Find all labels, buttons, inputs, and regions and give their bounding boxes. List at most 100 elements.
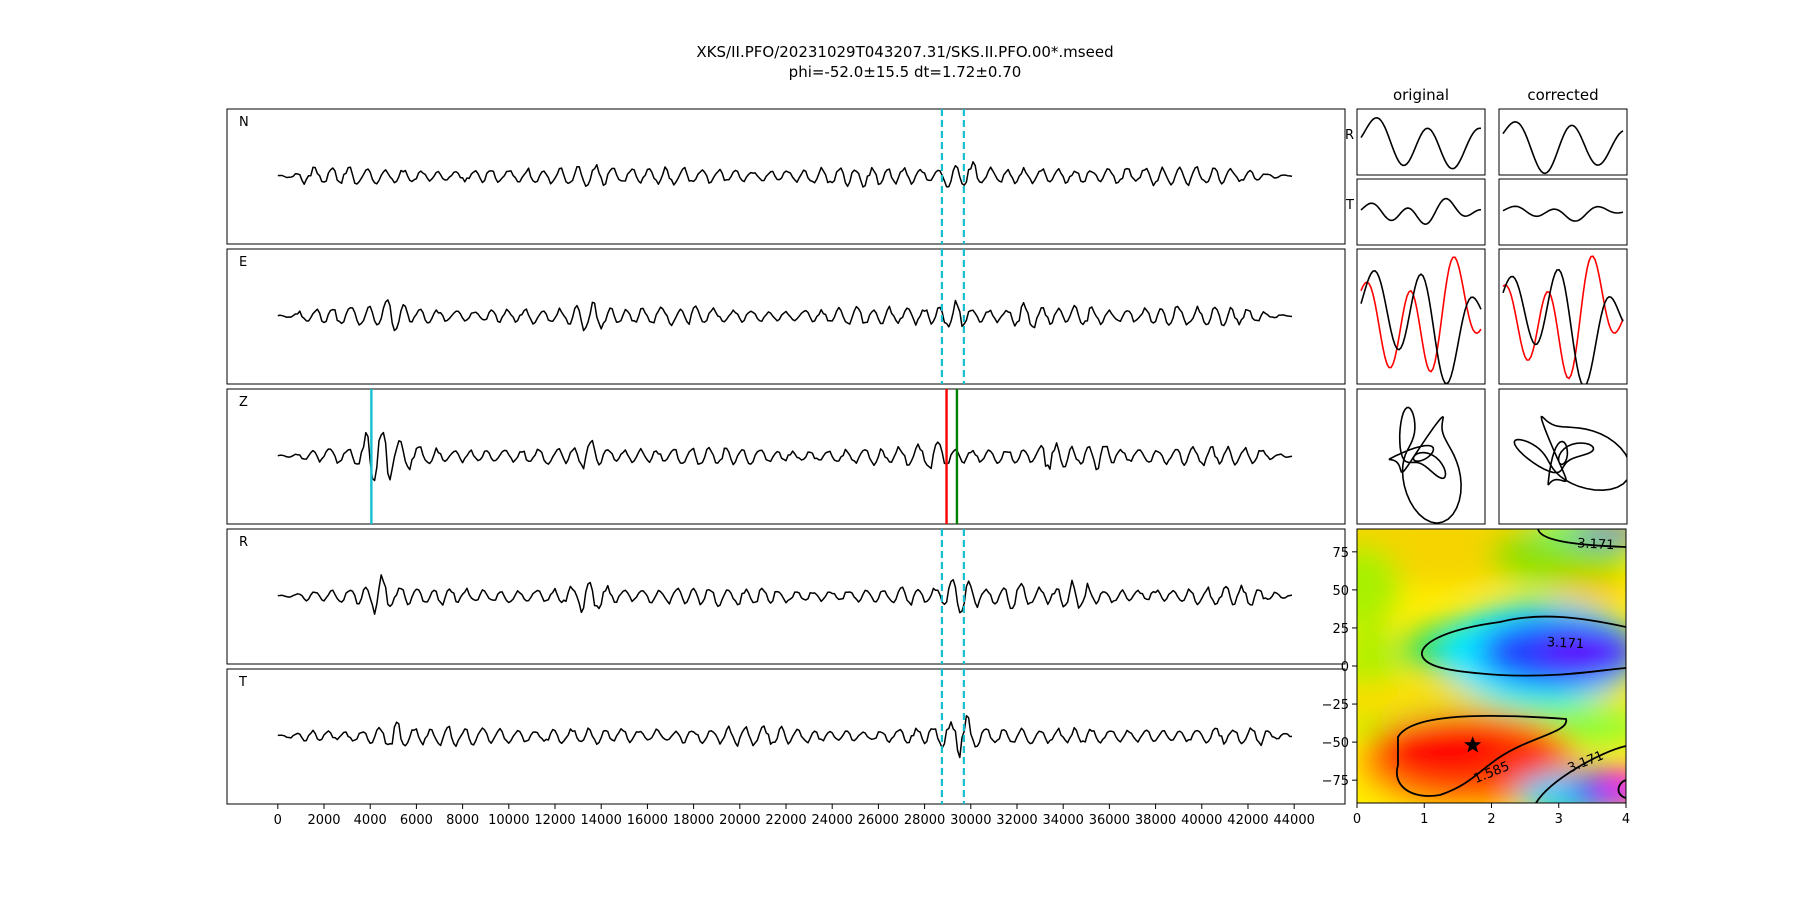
x-tick-label: 20000 — [719, 813, 760, 828]
contour-label: 3.171 — [1546, 635, 1584, 652]
waveform-panel-label: Z — [239, 395, 248, 410]
waveform-panel-label: R — [239, 535, 248, 550]
waveform-panel-r: R — [226, 528, 1346, 665]
contour-3171-corner — [1617, 779, 1626, 799]
waveform-trace — [277, 714, 1293, 759]
title-line-2: phi=-52.0±15.5 dt=1.72±0.70 — [789, 63, 1022, 81]
heatmap-x-tick-label: 2 — [1487, 812, 1495, 827]
column-title-original: original — [1393, 86, 1449, 104]
waveform-panel-label: N — [239, 115, 249, 130]
small-panel-background — [1357, 179, 1485, 245]
particle-motion-curve — [1513, 415, 1627, 492]
x-tick-label: 30000 — [950, 813, 991, 828]
heatmap-x-tick-label: 1 — [1420, 812, 1428, 827]
waveform-trace — [277, 574, 1293, 615]
small-panel-orig-t — [1356, 178, 1486, 246]
heatmap-x-tick-label: 0 — [1353, 812, 1361, 827]
waveform-trace — [277, 431, 1293, 482]
waveform-panel-z: Z — [226, 388, 1346, 525]
x-tick-label: 38000 — [1135, 813, 1176, 828]
heatmap-y-tick-label: −50 — [1322, 736, 1349, 751]
contour-3171-middle — [1421, 615, 1626, 677]
slow-component-waveform — [1360, 269, 1482, 384]
x-tick-label: 10000 — [488, 813, 529, 828]
heatmap-y-tick-label: −75 — [1322, 774, 1349, 789]
waveform-panel-frame — [226, 388, 1346, 525]
transverse-waveform — [1360, 197, 1482, 226]
heatmap-y-tick-label: 25 — [1332, 622, 1349, 637]
particle-motion-panels — [1356, 108, 1628, 525]
x-tick-label: 12000 — [534, 813, 575, 828]
small-panel-frame — [1498, 108, 1628, 176]
waveform-panels: N E Z R T 0 2000 4000 6000 8000 10000 12000 14000 160… — [226, 108, 1346, 828]
best-fit-star-marker — [1464, 736, 1482, 753]
transverse-waveform — [1502, 205, 1624, 222]
contour-1585 — [1395, 714, 1567, 797]
small-panel-orig-pm — [1356, 388, 1486, 525]
heatmap-y-tick-label: 75 — [1332, 546, 1349, 561]
x-tick-label: 14000 — [581, 813, 622, 828]
x-tick-label: 26000 — [858, 813, 899, 828]
small-panel-corr-r — [1498, 108, 1628, 176]
waveform-panel-label: E — [239, 255, 247, 270]
heatmap-x-tick-label: 4 — [1622, 812, 1630, 827]
waveform-panel-n: N — [226, 108, 1346, 245]
small-panel-background — [1357, 109, 1485, 175]
contour-3171-top — [1537, 529, 1626, 548]
row-label-t: T — [1345, 198, 1354, 213]
x-tick-label: 34000 — [1043, 813, 1084, 828]
waveform-panel-frame — [226, 108, 1346, 245]
x-tick-label: 28000 — [904, 813, 945, 828]
x-tick-label: 22000 — [765, 813, 806, 828]
small-panel-background — [1357, 389, 1485, 524]
heatmap-x-tick-label: 3 — [1555, 812, 1563, 827]
small-panel-orig-ov — [1356, 248, 1486, 385]
x-tick-label: 40000 — [1181, 813, 1222, 828]
x-tick-label: 2000 — [307, 813, 340, 828]
small-panel-frame — [1356, 108, 1486, 176]
small-panel-frame — [1356, 248, 1486, 385]
small-panel-background — [1499, 109, 1627, 175]
column-title-corrected: corrected — [1527, 86, 1598, 104]
heatmap-fill — [1357, 529, 1626, 803]
particle-motion-curve — [1388, 406, 1462, 524]
small-panel-orig-r — [1356, 108, 1486, 176]
x-tick-label: 16000 — [627, 813, 668, 828]
waveform-trace — [277, 161, 1293, 188]
small-panel-corr-t — [1498, 178, 1628, 246]
x-tick-label: 0 — [274, 813, 282, 828]
small-panel-corr-pm — [1498, 388, 1628, 525]
title-line-1: XKS/II.PFO/20231029T043207.31/SKS.II.PFO… — [696, 43, 1113, 61]
x-axis: 0 2000 4000 6000 8000 10000 12000 14000 16000 180… — [274, 804, 1315, 828]
x-tick-label: 32000 — [996, 813, 1037, 828]
x-tick-label: 4000 — [354, 813, 387, 828]
waveform-panel-label: T — [238, 675, 247, 690]
waveform-trace — [277, 299, 1293, 332]
fast-component-waveform — [1502, 255, 1624, 380]
slow-component-waveform — [1502, 268, 1624, 384]
heatmap-y-tick-label: −25 — [1322, 698, 1349, 713]
x-tick-label: 36000 — [1089, 813, 1130, 828]
waveform-panel-frame — [226, 248, 1346, 385]
waveform-panel-t: T — [226, 668, 1346, 805]
small-panel-frame — [1498, 388, 1628, 525]
waveform-panel-frame — [226, 528, 1346, 665]
small-panel-frame — [1356, 388, 1486, 525]
small-panel-corr-ov — [1498, 248, 1628, 385]
contour-3171-bottom — [1535, 745, 1626, 803]
small-panel-frame — [1498, 248, 1628, 385]
small-panel-background — [1499, 389, 1627, 524]
small-panel-frame — [1356, 178, 1486, 246]
radial-waveform — [1502, 120, 1624, 175]
row-label-r: R — [1345, 128, 1354, 143]
heatmap-y-tick-label: 0 — [1341, 660, 1349, 675]
x-tick-label: 42000 — [1227, 813, 1268, 828]
heatmap-y-tick-label: 50 — [1332, 584, 1349, 599]
x-tick-label: 18000 — [673, 813, 714, 828]
fast-component-waveform — [1360, 256, 1482, 373]
small-panel-background — [1499, 179, 1627, 245]
small-panel-frame — [1498, 178, 1628, 246]
small-panel-background — [1357, 249, 1485, 384]
